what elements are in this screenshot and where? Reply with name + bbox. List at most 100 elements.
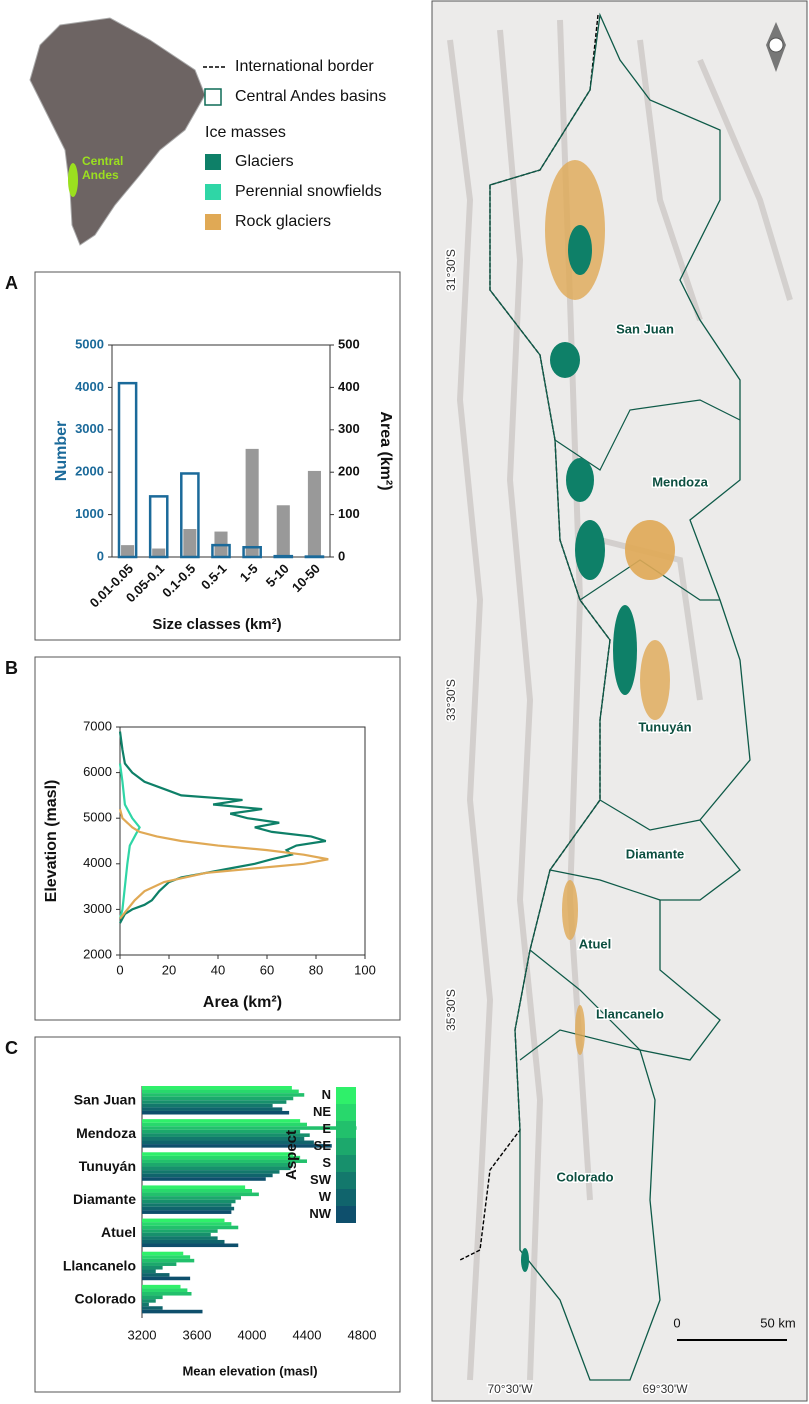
bar [142, 1192, 259, 1197]
bar [142, 1089, 299, 1094]
latitude-label: 35°30'S [444, 989, 458, 1031]
x-tick-label: 0.1-0.5 [159, 561, 198, 600]
x-axis-label: Area (km²) [203, 994, 282, 1011]
legend-label: Glaciers [235, 153, 294, 170]
bar [142, 1299, 156, 1303]
legend-swatch [336, 1155, 356, 1172]
bar [142, 1096, 294, 1101]
map-frame [431, 0, 808, 1402]
legend-label: N [322, 1087, 331, 1102]
x-tick-label: 40 [211, 962, 225, 977]
x-tick-label: 100 [354, 962, 376, 977]
x-tick-label: 4400 [293, 1327, 322, 1342]
x-axis-label: Size classes (km²) [152, 616, 281, 633]
bar [242, 545, 262, 559]
bar [211, 543, 231, 559]
bar [142, 1210, 232, 1214]
category-label: Llancanelo [63, 1257, 136, 1273]
bar [142, 1306, 163, 1310]
panel-label: C [5, 1038, 18, 1058]
basin-label: Tunuyán [638, 719, 691, 734]
legend-group-title: Ice masses [205, 124, 286, 141]
line [118, 808, 329, 920]
bar [142, 1177, 266, 1181]
bar [142, 1251, 184, 1256]
latitude-label: 33°30'S [444, 679, 458, 721]
bar [142, 1093, 305, 1097]
y2-tick-label: 0 [338, 548, 345, 563]
basin-label: Colorado [556, 1169, 613, 1184]
bar [142, 1295, 163, 1300]
bar [142, 1162, 294, 1167]
legend-label: W [319, 1189, 332, 1204]
bar [142, 1218, 225, 1223]
x-tick-label: 0.01-0.05 [87, 561, 136, 610]
y-tick-label: 5000 [83, 810, 112, 825]
legend-swatch [336, 1189, 356, 1206]
legend-swatch [336, 1172, 356, 1189]
y-tick-label: 2000 [83, 946, 112, 961]
y-tick-label: 4000 [75, 379, 104, 394]
bar [180, 472, 200, 559]
basin-outline [489, 12, 751, 1381]
bar [276, 505, 290, 557]
legend-label: E [322, 1121, 331, 1136]
bar [183, 529, 197, 557]
bar [142, 1129, 301, 1134]
x-tick-label: 80 [309, 962, 323, 977]
legend-label: NW [309, 1206, 331, 1221]
bar [142, 1239, 225, 1244]
bar [142, 1199, 236, 1204]
bar [142, 1133, 310, 1137]
plot-frame [119, 726, 366, 956]
y-tick-label: 2000 [75, 464, 104, 479]
legend-label: NE [313, 1104, 331, 1119]
bar [142, 1126, 357, 1130]
y2-tick-label: 200 [338, 464, 360, 479]
category-label: Atuel [101, 1224, 136, 1240]
bar [148, 495, 169, 559]
basin-label: Diamante [626, 846, 685, 861]
x-tick-label: 0.5-1 [198, 561, 230, 593]
panel-frame [34, 656, 401, 1021]
basin-label: Atuel [579, 936, 612, 951]
bar [307, 470, 321, 557]
bar [273, 554, 294, 559]
y-tick-label: 5000 [75, 336, 104, 351]
bar [142, 1269, 156, 1274]
scale-label: 50 km [760, 1315, 795, 1330]
map [431, 0, 808, 1402]
y2-tick-label: 100 [338, 506, 360, 521]
y-tick-label: 7000 [83, 718, 112, 733]
bar [142, 1155, 301, 1160]
legend-label: SE [314, 1138, 332, 1153]
bar [142, 1302, 149, 1307]
x-tick-label: 20 [162, 962, 176, 977]
bar [142, 1185, 246, 1189]
bar [142, 1225, 239, 1230]
x-tick-label: 60 [260, 962, 274, 977]
plot-frame [111, 344, 331, 558]
x-tick-label: 3600 [183, 1327, 212, 1342]
legend-title: Aspect [283, 1130, 300, 1180]
y-tick-label: 6000 [83, 764, 112, 779]
y-tick-label: 3000 [83, 901, 112, 916]
legend-swatch [336, 1138, 356, 1155]
legend-label: Central Andes basins [235, 88, 386, 105]
basin-label: San Juan [616, 321, 674, 336]
x-tick-label: 1-5 [237, 561, 261, 585]
legend-swatch [336, 1121, 356, 1138]
bar [142, 1196, 241, 1200]
bar [142, 1140, 314, 1145]
bar [142, 1288, 188, 1292]
bar [142, 1100, 287, 1104]
x-tick-label: 4800 [348, 1327, 377, 1342]
inset-label: Andes [82, 168, 119, 182]
y2-tick-label: 500 [338, 336, 360, 351]
ice-patches [521, 160, 675, 1272]
bar [142, 1173, 273, 1178]
north-arrow [766, 22, 786, 72]
panel-frame [34, 271, 401, 641]
y-tick-label: 0 [97, 548, 104, 563]
inset-map [29, 17, 206, 246]
